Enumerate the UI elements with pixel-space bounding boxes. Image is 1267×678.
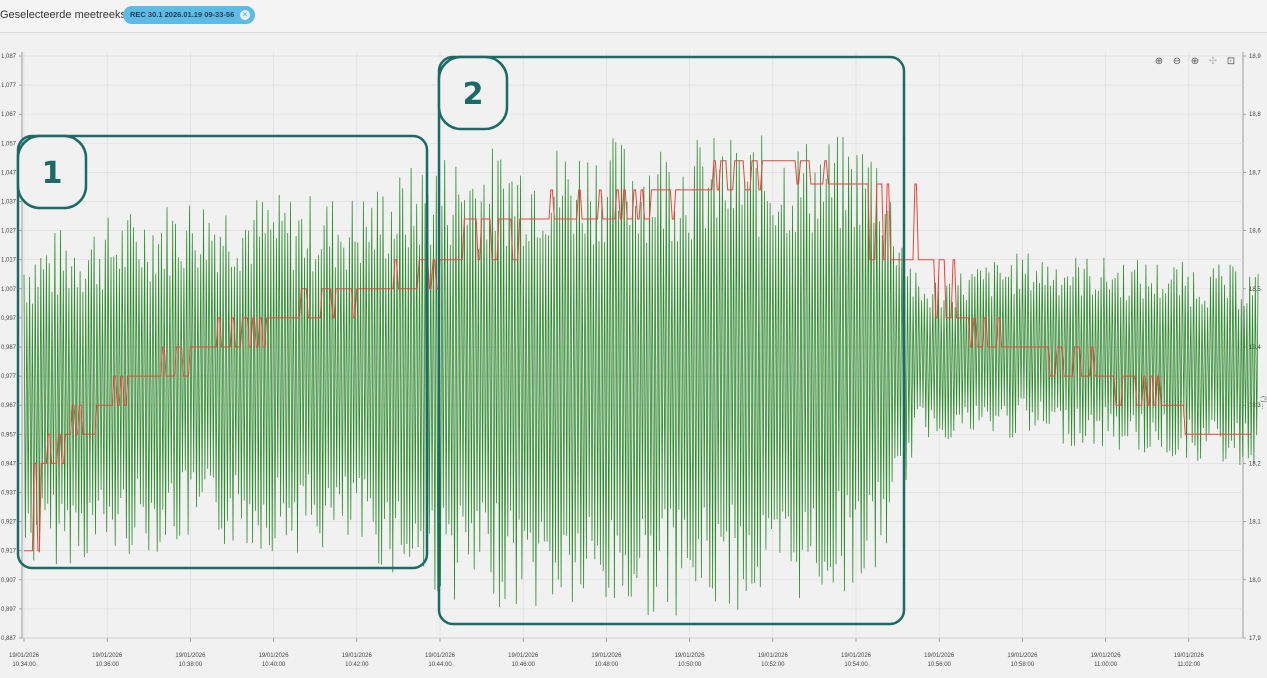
chip-close-icon[interactable]: × — [240, 10, 250, 20]
x-tick-date: 19/01/2026 — [758, 653, 789, 659]
x-tick-date: 19/01/2026 — [1091, 653, 1122, 659]
x-tick-date: 19/01/2026 — [425, 653, 456, 659]
x-tick-date: 19/01/2026 — [92, 653, 123, 659]
x-tick-time: 11:00:00 — [1094, 662, 1118, 668]
x-tick-date: 19/01/2026 — [9, 653, 40, 659]
right-tick-label: 18,9 — [1249, 54, 1261, 60]
left-tick-label: 0,967 — [1, 403, 17, 409]
annotation-badge-1 — [16, 134, 88, 210]
pan-icon[interactable]: ✣ — [1208, 56, 1218, 67]
x-tick-time: 10:58:00 — [1011, 662, 1035, 668]
zoom-area-icon[interactable]: ⊕ — [1190, 56, 1200, 67]
x-tick-time: 11:02:00 — [1177, 662, 1201, 668]
left-tick-label: 1,077 — [1, 83, 17, 89]
chart-toolbar: ⊕ ⊖ ⊕ ✣ ⊡ — [1152, 55, 1240, 69]
right-tick-label: 17,9 — [1249, 636, 1261, 642]
left-tick-label: 1,067 — [1, 112, 17, 118]
x-tick-time: 10:46:00 — [512, 662, 536, 668]
x-tick-time: 10:42:00 — [345, 662, 369, 668]
left-tick-label: 0,987 — [1, 345, 17, 351]
left-tick-label: 0,887 — [1, 636, 17, 642]
x-tick-date: 19/01/2026 — [1174, 653, 1205, 659]
x-tick-time: 10:34:00 — [12, 662, 36, 668]
x-tick-time: 10:54:00 — [844, 662, 868, 668]
right-tick-label: 18,2 — [1249, 461, 1261, 467]
left-tick-label: 0,927 — [1, 520, 17, 526]
right-tick-label: 18,7 — [1249, 170, 1261, 176]
x-tick-time: 10:56:00 — [928, 662, 952, 668]
right-axis: 18,918,818,718,618,518,418,318,218,118,0… — [1243, 54, 1261, 642]
green-series-line — [23, 135, 1259, 616]
annotation-badge-2 — [437, 55, 509, 131]
right-tick-label: 18,1 — [1249, 520, 1261, 526]
left-tick-label: 0,917 — [1, 549, 17, 555]
x-tick-date: 19/01/2026 — [924, 653, 955, 659]
left-tick-label: 1,047 — [1, 170, 17, 176]
left-tick-label: 1,087 — [1, 54, 17, 60]
red-series-line — [24, 160, 1252, 552]
annotation-number-1: 1 — [42, 156, 63, 191]
left-tick-label: 0,897 — [1, 607, 17, 613]
left-tick-label: 1,027 — [1, 229, 17, 235]
x-tick-time: 10:52:00 — [761, 662, 785, 668]
x-tick-date: 19/01/2026 — [675, 653, 706, 659]
left-tick-label: 1,007 — [1, 287, 17, 293]
x-tick-time: 10:44:00 — [428, 662, 452, 668]
left-tick-label: 0,947 — [1, 461, 17, 467]
x-tick-date: 19/01/2026 — [259, 653, 290, 659]
red-series — [24, 160, 1252, 552]
right-tick-label: 18,3 — [1249, 403, 1261, 409]
right-axis-label: (°) ... — [1260, 396, 1266, 409]
header-bar: Geselecteerde meetreeksen: REC 30.1 2026… — [0, 0, 1267, 33]
zoom-out-icon[interactable]: ⊖ — [1172, 56, 1182, 67]
left-tick-label: 0,997 — [1, 316, 17, 322]
reset-zoom-icon[interactable]: ⊡ — [1226, 56, 1236, 67]
right-tick-label: 18,6 — [1249, 229, 1261, 235]
x-tick-date: 19/01/2026 — [841, 653, 872, 659]
x-tick-time: 10:38:00 — [179, 662, 203, 668]
left-tick-label: 1,017 — [1, 258, 17, 264]
annotation-box-2 — [437, 55, 906, 626]
annotations: 12 — [16, 55, 906, 626]
x-tick-date: 19/01/2026 — [342, 653, 373, 659]
x-tick-date: 19/01/2026 — [175, 653, 206, 659]
left-tick-label: 0,957 — [1, 432, 17, 438]
left-tick-label: 1,057 — [1, 141, 17, 147]
x-tick-time: 10:50:00 — [678, 662, 702, 668]
x-tick-date: 19/01/2026 — [1007, 653, 1038, 659]
green-series — [23, 135, 1259, 616]
right-tick-label: 18,0 — [1249, 578, 1261, 584]
annotation-number-2: 2 — [463, 77, 484, 112]
time-axis: 19/01/2026 10:34:00 19/01/2026 10:36:00 19/0… — [9, 638, 1204, 668]
left-tick-label: 0,907 — [1, 578, 17, 584]
selected-series-label: Geselecteerde meetreeksen: — [0, 9, 142, 21]
x-tick-time: 10:48:00 — [595, 662, 619, 668]
left-tick-label: 1,037 — [1, 200, 17, 206]
left-axis: 1,087 1,077 1,067 1,057 1,047 1,037 1,027 1,017… — [1, 54, 22, 642]
right-tick-label: 18,4 — [1249, 345, 1261, 351]
series-chip-label: REC 30.1 2026.01.19 09-33-56 — [130, 10, 235, 19]
x-tick-time: 10:40:00 — [262, 662, 286, 668]
zoom-in-icon[interactable]: ⊕ — [1154, 56, 1164, 67]
right-tick-label: 18,8 — [1249, 112, 1261, 118]
annotation-box-1 — [16, 134, 429, 570]
measurement-chart[interactable]: 1,087 1,077 1,067 1,057 1,047 1,037 1,027 1,017… — [0, 36, 1267, 678]
x-tick-time: 10:36:00 — [96, 662, 120, 668]
series-chip[interactable]: REC 30.1 2026.01.19 09-33-56 × — [123, 6, 255, 24]
left-tick-label: 0,937 — [1, 491, 17, 497]
left-tick-label: 0,977 — [1, 374, 17, 380]
x-tick-date: 19/01/2026 — [591, 653, 622, 659]
x-tick-date: 19/01/2026 — [508, 653, 539, 659]
